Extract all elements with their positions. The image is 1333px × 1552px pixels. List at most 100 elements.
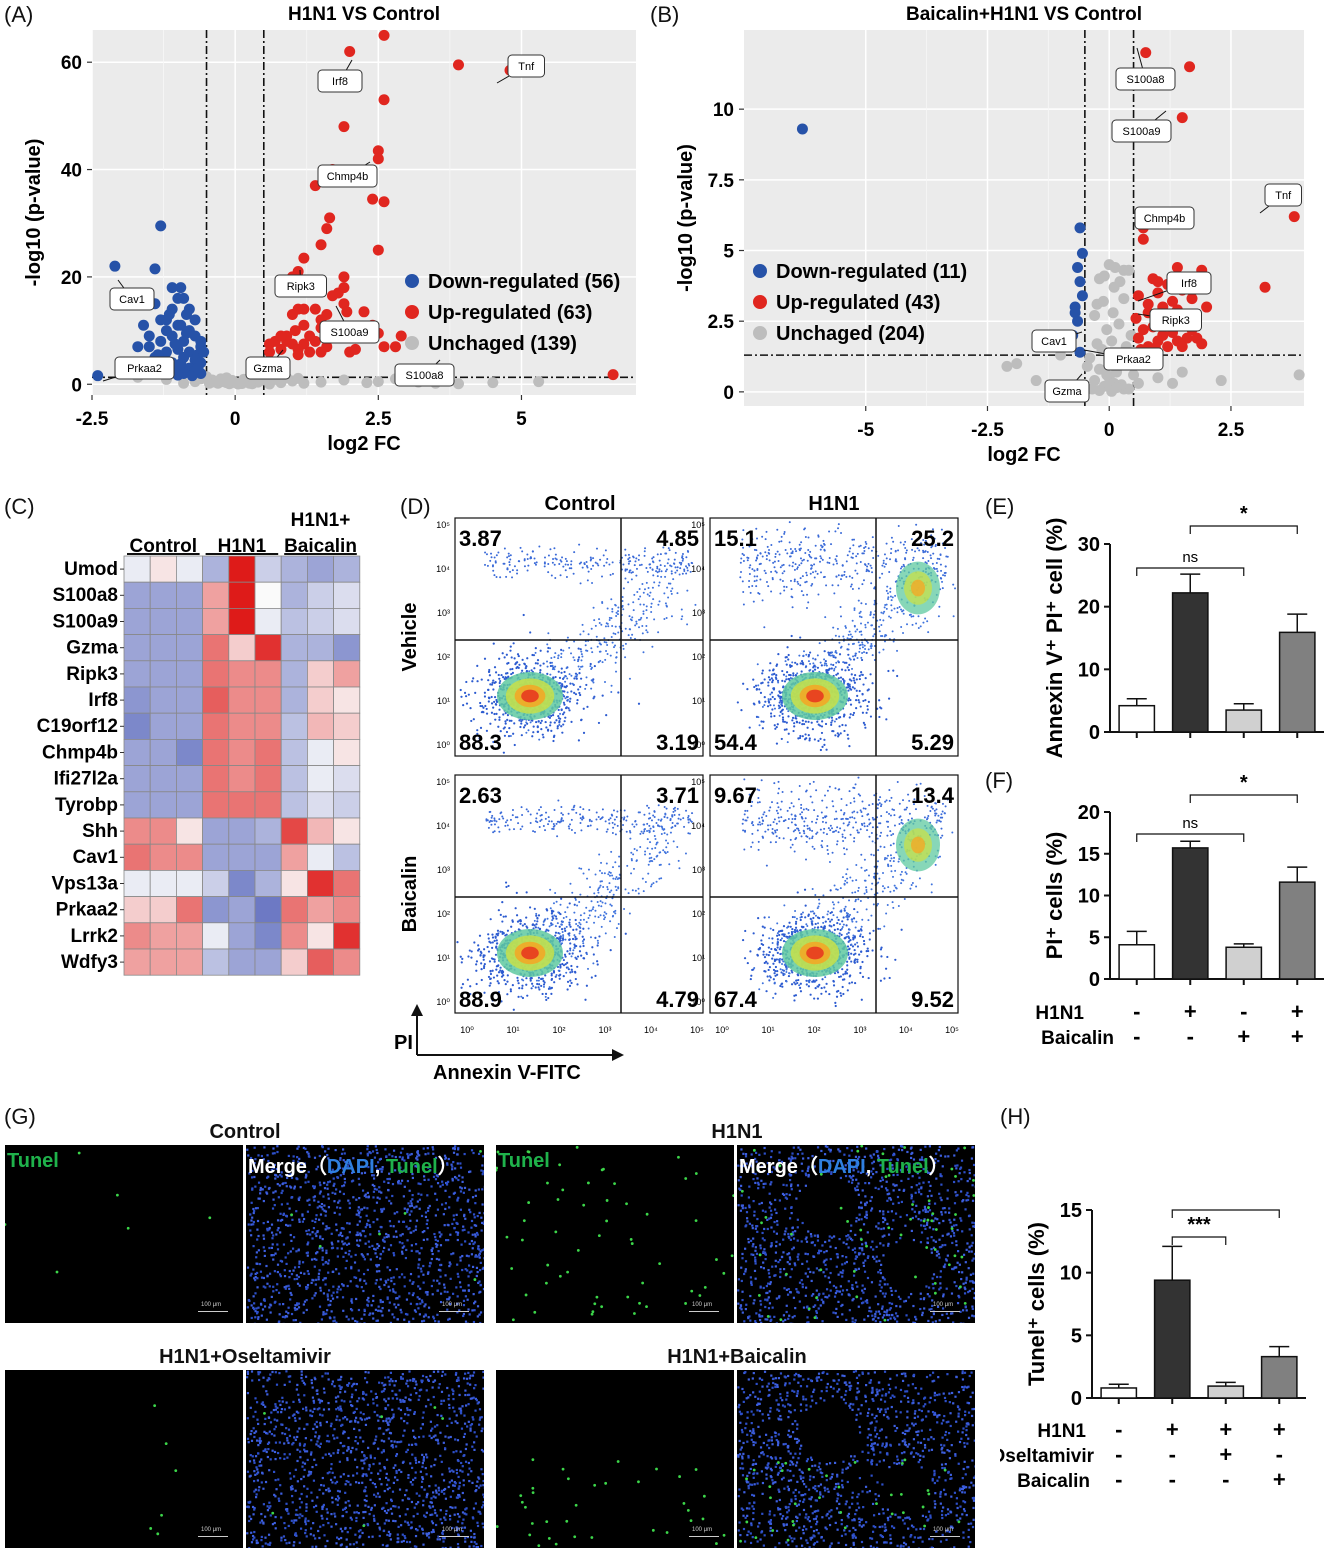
heatmap-gene-label: Gzma: [66, 638, 118, 659]
flow-dot: [657, 603, 660, 606]
flow-dot: [881, 564, 884, 567]
heatmap-cell: [254, 608, 282, 636]
heatmap-cell: [306, 608, 334, 636]
flow-dot: [609, 817, 612, 820]
flow-dot: [646, 829, 649, 832]
flow-dot: [642, 603, 645, 606]
flow-dot: [844, 970, 847, 973]
flow-dot: [614, 885, 617, 888]
flow-dot: [943, 572, 946, 575]
flow-dot: [544, 992, 548, 995]
data-point: [189, 314, 201, 326]
flow-dot: [643, 550, 646, 553]
flow-dot: [900, 608, 903, 611]
flow-dot: [545, 811, 548, 814]
flow-dot: [535, 979, 538, 982]
flow-dot: [945, 555, 948, 558]
flow-dot: [651, 557, 654, 560]
flow-dot: [779, 697, 782, 700]
flow-dot: [547, 563, 550, 566]
flow-dot: [579, 693, 582, 697]
flow-dot: [481, 705, 484, 708]
gene-label: Prkaa2: [1116, 354, 1151, 366]
flow-dot: [752, 600, 755, 603]
flow-dot: [621, 596, 624, 599]
flow-dot: [676, 822, 679, 825]
flow-dot: [756, 568, 759, 571]
flow-dot: [610, 813, 613, 816]
flow-dot: [788, 564, 791, 567]
flow-dot: [459, 955, 462, 958]
flow-dot: [571, 682, 574, 685]
flow-dot: [475, 982, 478, 986]
flow-dot: [919, 542, 922, 545]
flow-dot: [608, 882, 611, 885]
flow-dot: [493, 556, 496, 559]
quadrant-value: 15.1: [714, 526, 757, 551]
flow-dot: [924, 617, 927, 620]
heatmap-group-label: H1N1: [218, 536, 267, 557]
flow-dot: [775, 663, 779, 666]
flow-dot: [846, 968, 849, 971]
flow-dot: [574, 977, 577, 981]
flow-dot: [641, 625, 644, 628]
data-point: [1072, 315, 1084, 327]
flow-dot: [858, 647, 861, 650]
heatmap-cell: [228, 843, 256, 871]
flow-dot: [558, 721, 561, 724]
flow-dot: [621, 600, 624, 603]
flow-dot: [535, 923, 538, 926]
flow-dot: [683, 825, 686, 828]
heatmap-cell: [306, 660, 334, 688]
flow-dot: [503, 547, 506, 550]
flow-dot: [615, 876, 618, 879]
flow-dot: [863, 943, 866, 946]
flow-dot: [817, 534, 820, 537]
heatmap-cell: [228, 555, 256, 583]
legend-marker: [753, 326, 767, 340]
flow-dot: [794, 674, 798, 677]
flow-dot: [495, 554, 498, 557]
flow-dot: [505, 653, 508, 656]
flow-dot: [562, 819, 565, 822]
flow-dot: [501, 676, 505, 679]
flow-dot: [848, 745, 851, 748]
flow-dot: [911, 623, 914, 626]
flow-dot: [834, 634, 837, 637]
flow-dot: [605, 714, 608, 717]
flow-dot: [602, 914, 605, 917]
flow-dot: [771, 708, 774, 711]
flow-dot: [750, 544, 753, 547]
flow-dot: [492, 569, 495, 572]
flow-dot: [601, 575, 604, 578]
flow-dot: [772, 968, 776, 972]
flow-dot: [603, 564, 606, 567]
flow-dot: [922, 557, 925, 560]
flow-dot: [815, 979, 818, 982]
flow-dot: [847, 648, 850, 651]
flow-dot: [530, 987, 533, 990]
flow-dot: [628, 615, 631, 618]
flow-dot: [561, 713, 565, 716]
legend-label: Down-regulated (11): [776, 261, 967, 283]
flow-dot: [848, 948, 851, 951]
flow-dot: [575, 677, 578, 680]
flow-dot: [556, 820, 559, 823]
flow-dot: [906, 623, 909, 626]
flow-dot: [610, 617, 613, 620]
flow-dot: [554, 975, 557, 978]
flow-dot: [468, 949, 471, 952]
flow-dot: [780, 971, 783, 974]
flow-dot: [627, 603, 630, 606]
flow-dot: [832, 730, 835, 733]
gene-label: Ripk3: [287, 281, 315, 293]
flow-dot: [560, 708, 563, 712]
gene-label-box: [319, 320, 380, 344]
quadrant-value: 54.4: [714, 730, 758, 755]
flow-dot: [586, 825, 589, 828]
heatmap-cell: [306, 817, 334, 845]
flow-dot: [575, 922, 578, 925]
flow-dot: [462, 704, 465, 707]
flow-dot: [664, 570, 667, 573]
flow-dot: [539, 806, 542, 809]
